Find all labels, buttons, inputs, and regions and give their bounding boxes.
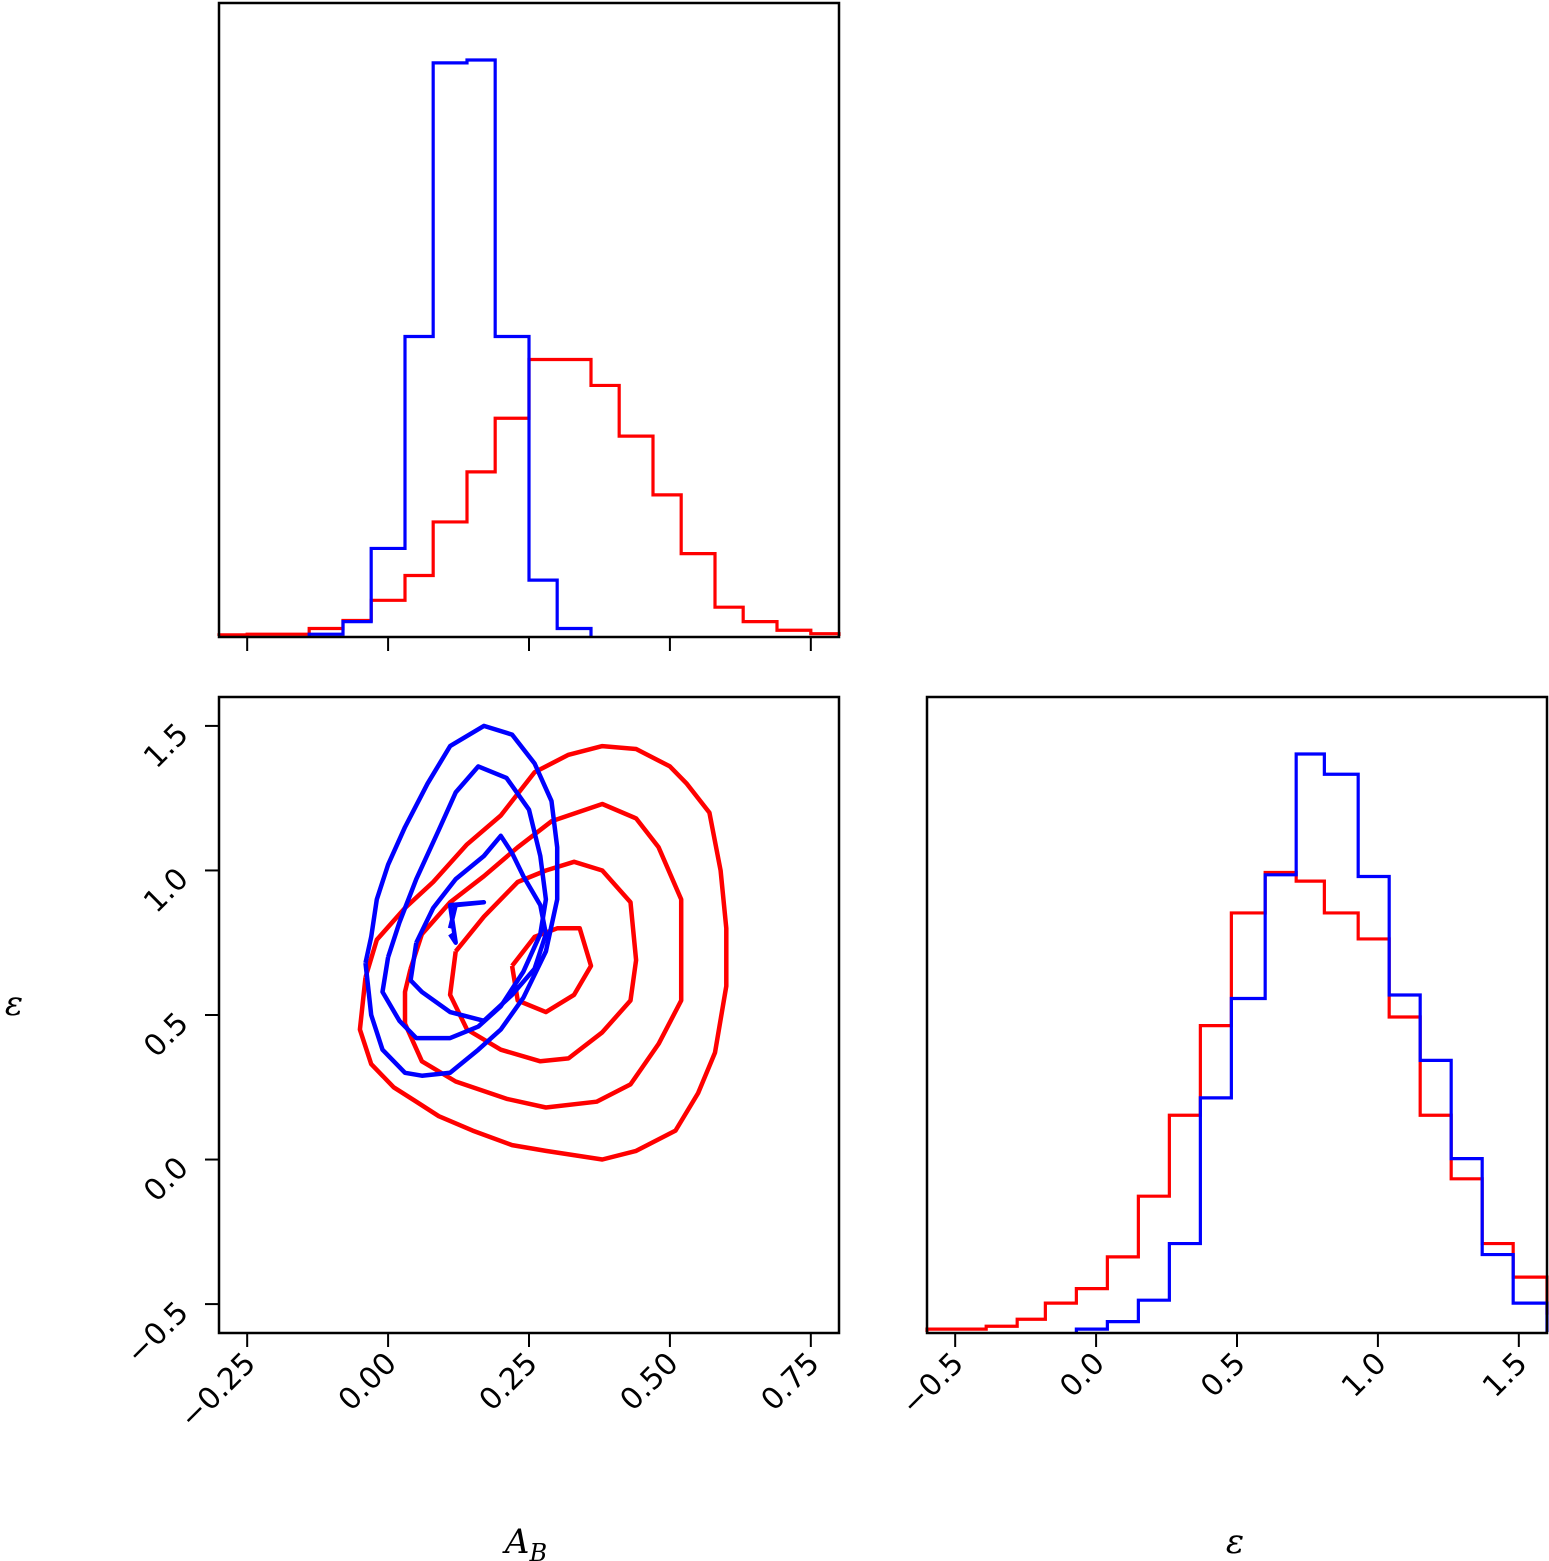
xtick-label: 0.50 xyxy=(614,1346,686,1418)
blue-histogram-step xyxy=(307,58,593,636)
joint-y-axis-label: ε xyxy=(5,984,23,1024)
blue-contour-level-1 xyxy=(447,900,487,945)
ytick-label: 0.5 xyxy=(137,1006,195,1064)
xtick-label: −0.25 xyxy=(173,1346,263,1436)
red-histogram-step xyxy=(925,870,1549,1332)
xtick-label: 0.25 xyxy=(473,1346,545,1418)
panel-ab-histogram xyxy=(217,1,841,651)
xtick-label: 1.0 xyxy=(1335,1346,1393,1404)
ytick-label: 0.0 xyxy=(137,1150,195,1208)
panel-epsilon-histogram: −0.5 0.0 0.5 1.0 1.5 ε xyxy=(895,695,1549,1561)
epsilon-histogram-series xyxy=(925,752,1549,1332)
joint-contour-frame xyxy=(217,695,841,1335)
blue-contour-level-3 xyxy=(380,764,549,1041)
ab-histogram-xticks xyxy=(246,637,812,651)
epsilon-x-axis-label: ε xyxy=(1226,1522,1244,1561)
red-contour-level-3 xyxy=(402,801,684,1110)
joint-contour-xticks: −0.25 0.00 0.25 0.50 0.75 xyxy=(173,1333,826,1436)
joint-contour-yticks: −0.5 0.0 0.5 1.0 1.5 xyxy=(119,717,219,1371)
joint-x-axis-label: AB xyxy=(502,1522,547,1561)
blue-contour-level-4 xyxy=(363,723,560,1078)
epsilon-histogram-frame xyxy=(925,695,1549,1335)
xtick-label: −0.5 xyxy=(895,1346,971,1422)
xtick-label: 1.5 xyxy=(1476,1346,1534,1404)
ytick-label: 1.0 xyxy=(137,861,195,919)
ytick-label: 1.5 xyxy=(137,717,195,775)
ytick-label: −0.5 xyxy=(119,1295,195,1371)
epsilon-histogram-xticks: −0.5 0.0 0.5 1.0 1.5 xyxy=(895,1333,1534,1422)
xtick-label: 0.00 xyxy=(332,1346,404,1418)
red-contour-level-4 xyxy=(357,743,729,1162)
blue-histogram-step xyxy=(1074,752,1549,1332)
xtick-label: 0.75 xyxy=(754,1346,826,1418)
ab-histogram-series xyxy=(217,58,841,637)
xtick-label: 0.0 xyxy=(1053,1346,1111,1404)
joint-contour-series xyxy=(357,723,729,1162)
xtick-label: 0.5 xyxy=(1194,1346,1252,1404)
red-contour-level-2 xyxy=(447,859,639,1064)
panel-joint-contours: −0.25 0.00 0.25 0.50 0.75 −0.5 0.0 0.5 1.0 1.5 A… xyxy=(5,695,841,1561)
